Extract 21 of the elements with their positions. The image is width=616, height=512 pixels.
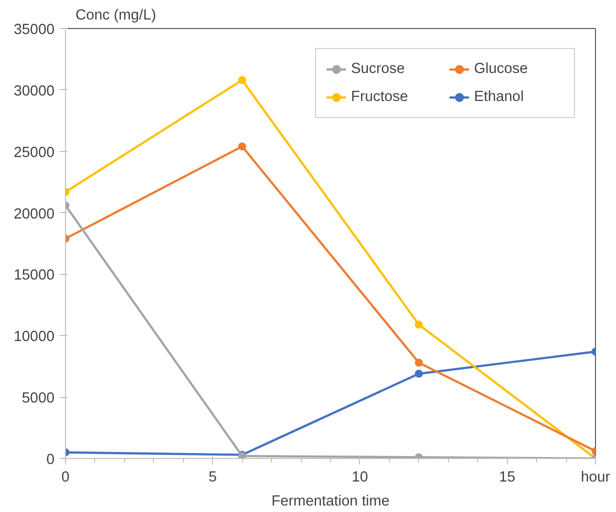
x-tick-label: 0	[61, 470, 70, 486]
x-tick-label: 10	[352, 470, 368, 486]
x-tick-label: 5	[208, 470, 217, 486]
y-tick-label: 10000	[14, 329, 55, 346]
y-tick-label: 30000	[14, 83, 55, 100]
y-tick-label: 20000	[14, 206, 55, 222]
point	[238, 76, 246, 84]
y-tick-label: 5000	[22, 390, 55, 407]
legend-label: Fructose	[351, 89, 410, 105]
legend-label: Ethanol	[474, 89, 525, 105]
x-axis-title: Fermentation time	[271, 494, 390, 510]
y-tick-label: 15000	[14, 268, 55, 284]
y-axis-title: Conc (mg/L)	[76, 8, 156, 24]
x-tick-label: 15	[499, 470, 516, 486]
y-tick-label: 25000	[14, 144, 55, 161]
y-tick-label: 35000	[14, 22, 55, 38]
legend-label: Sucrose	[351, 61, 406, 77]
x-tick-label: hour	[580, 470, 610, 486]
point	[414, 320, 423, 329]
legend-label: Glucose	[474, 61, 529, 77]
y-tick-label: 0	[46, 452, 55, 468]
